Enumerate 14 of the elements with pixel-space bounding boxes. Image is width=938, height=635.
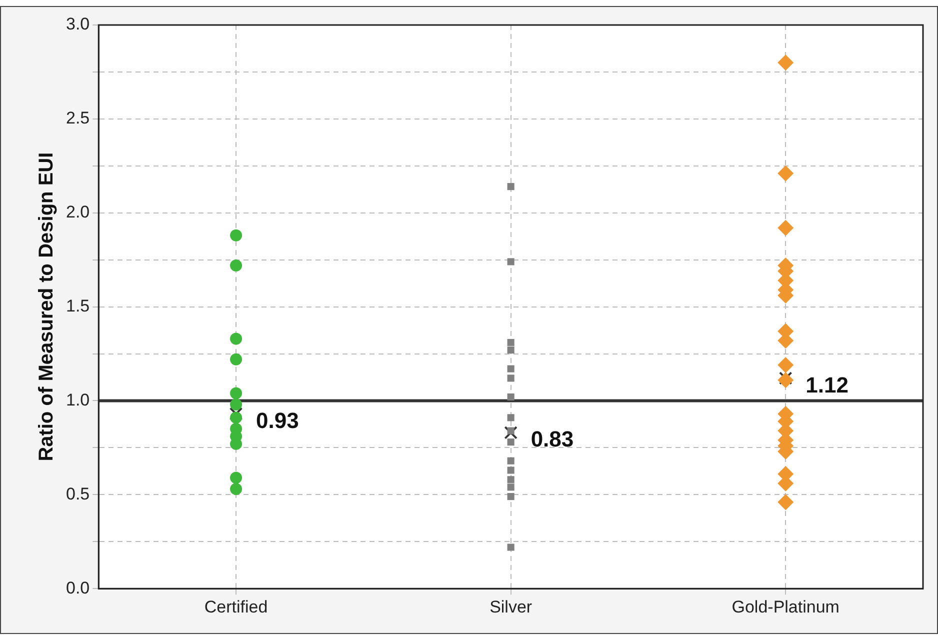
y-tick-label: 1.5 [66,296,90,316]
x-tick-label: Certified [204,597,268,616]
y-tick-label: 3.0 [66,14,90,34]
y-tick-label: 0.5 [66,484,90,504]
x-tick-label: Silver [490,597,532,616]
data-label: 1.12 [806,372,848,398]
y-tick-label: 0.0 [66,578,90,598]
y-tick-label: 2.5 [66,108,90,128]
y-tick-label: 1.0 [66,390,90,410]
data-label: 0.83 [530,426,574,452]
x-tick-label: Gold-Platinum [732,597,840,616]
y-tick-label: 2.0 [66,202,90,222]
y-axis-title: Ratio of Measured to Design EUI [36,152,58,462]
data-label: 0.93 [256,408,299,433]
